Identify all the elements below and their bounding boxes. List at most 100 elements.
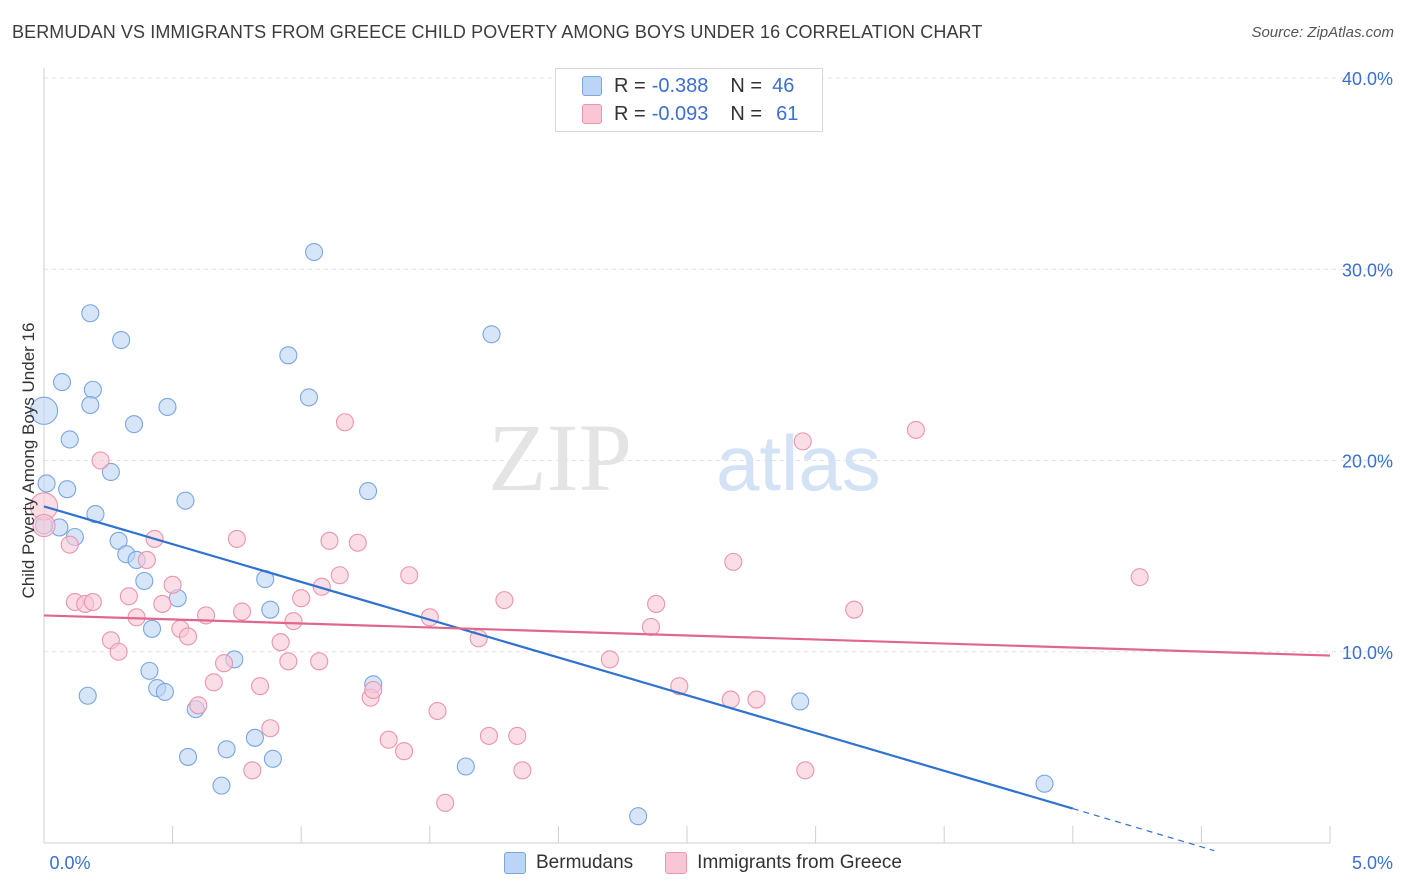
- series-legend: Bermudans Immigrants from Greece: [0, 852, 1406, 874]
- bermudans-point: [359, 482, 378, 501]
- bermudans-points: [29, 242, 1054, 826]
- greece-trend-line: [43, 614, 1331, 657]
- greece-point: [227, 529, 246, 548]
- bermudans-point: [155, 682, 174, 701]
- bermudans-point: [60, 430, 79, 449]
- greece-point: [747, 690, 766, 709]
- y-tick-label: 40.0%: [1342, 69, 1393, 89]
- tick-labels: 10.0% 20.0% 30.0% 40.0% 0.0% 5.0%: [49, 69, 1393, 873]
- bermudans-point: [261, 600, 280, 619]
- watermark-zip: ZIP: [488, 404, 632, 511]
- greece-point: [91, 451, 110, 470]
- greece-point: [214, 654, 234, 673]
- greece-point: [436, 793, 455, 812]
- greece-point: [32, 513, 56, 538]
- bermudans-point: [305, 242, 324, 262]
- greece-point: [348, 533, 367, 552]
- bermudans-point: [142, 619, 162, 638]
- bermudans-point: [1035, 774, 1054, 793]
- bermudans-point: [482, 325, 501, 344]
- bermudans-point: [212, 776, 231, 795]
- greece-point: [379, 730, 398, 749]
- y-tick-label: 30.0%: [1342, 260, 1393, 280]
- greece-point: [479, 726, 499, 745]
- greece-point: [508, 726, 527, 745]
- legend-n-value: 46: [772, 74, 795, 97]
- y-axis-label: Child Poverty Among Boys Under 16: [19, 323, 38, 599]
- greece-point: [320, 531, 339, 550]
- bermudans-point: [178, 747, 198, 766]
- y-tick-label: 20.0%: [1342, 452, 1393, 472]
- bermudans-point: [81, 395, 100, 415]
- greece-point: [428, 701, 447, 721]
- greece-point: [724, 552, 743, 571]
- greece-point: [395, 742, 414, 761]
- bermudans-trend-line: [43, 505, 1074, 810]
- bermudans-point: [279, 346, 298, 365]
- greece-point: [845, 600, 864, 619]
- bermudans-point: [101, 462, 120, 482]
- legend-label-bermudans: Bermudans: [536, 852, 634, 873]
- bermudans-point: [791, 692, 810, 711]
- bermudans-point: [176, 491, 195, 510]
- bermudans-point: [263, 749, 282, 768]
- watermark-atlas: atlas: [716, 419, 881, 507]
- bermudans-point: [135, 571, 154, 591]
- bermudans-point: [81, 304, 100, 323]
- bermudans-point: [158, 397, 177, 417]
- bermudans-point: [83, 380, 102, 399]
- legend-r-label: R =: [614, 74, 646, 97]
- greece-point: [330, 566, 349, 585]
- greece-point: [271, 633, 290, 652]
- y-tick-label: 10.0%: [1342, 643, 1393, 663]
- greece-point: [335, 413, 354, 432]
- legend-r-label: R =: [614, 102, 646, 125]
- correlation-legend: R = -0.388 N = 46 R = -0.093 N = 61: [555, 68, 823, 132]
- greece-point: [312, 577, 331, 596]
- legend-r-value: -0.388: [651, 74, 709, 97]
- greece-point: [189, 696, 208, 715]
- greece-point: [153, 594, 172, 613]
- greece-point: [60, 535, 79, 554]
- greece-point: [243, 761, 262, 780]
- greece-point: [495, 591, 514, 610]
- x-tick-label-max: 5.0%: [1352, 853, 1393, 873]
- bermudans-point: [299, 388, 318, 407]
- legend-n-label: N =: [730, 102, 763, 125]
- trend-lines: [43, 505, 1331, 852]
- greece-point: [364, 680, 383, 700]
- legend-r-value: -0.093: [651, 102, 709, 125]
- legend-row-greece: R = -0.093 N = 61: [582, 101, 798, 127]
- greece-point: [83, 592, 102, 612]
- greece-point: [261, 719, 280, 738]
- bermudans-point: [140, 661, 159, 680]
- greece-point: [647, 594, 666, 613]
- greece-point: [232, 602, 252, 621]
- bermudans-point: [109, 531, 128, 550]
- greece-points: [29, 413, 1149, 812]
- legend-item-bermudans: Bermudans: [504, 852, 633, 874]
- bermudans-swatch: [504, 852, 526, 874]
- greece-point: [109, 642, 128, 661]
- legend-n-value: 61: [776, 102, 799, 125]
- greece-point: [119, 587, 138, 606]
- greece-point: [906, 420, 925, 439]
- greece-point: [641, 617, 661, 636]
- greece-point: [163, 575, 182, 594]
- legend-n-label: N =: [730, 74, 763, 97]
- greece-point: [178, 627, 198, 646]
- greece-point: [670, 677, 689, 696]
- bermudans-point: [124, 415, 144, 434]
- legend-swatch-blue: [582, 76, 602, 96]
- greece-swatch: [665, 852, 688, 874]
- bermudans-point: [29, 396, 59, 425]
- x-axis-ticks: [43, 826, 1331, 843]
- greece-point: [279, 652, 298, 671]
- legend-swatch-pink: [582, 104, 602, 124]
- axes: [43, 68, 1330, 844]
- watermark: ZIP atlas: [488, 404, 881, 511]
- greece-point: [310, 652, 329, 671]
- bermudans-point: [58, 480, 77, 499]
- greece-point: [400, 566, 419, 585]
